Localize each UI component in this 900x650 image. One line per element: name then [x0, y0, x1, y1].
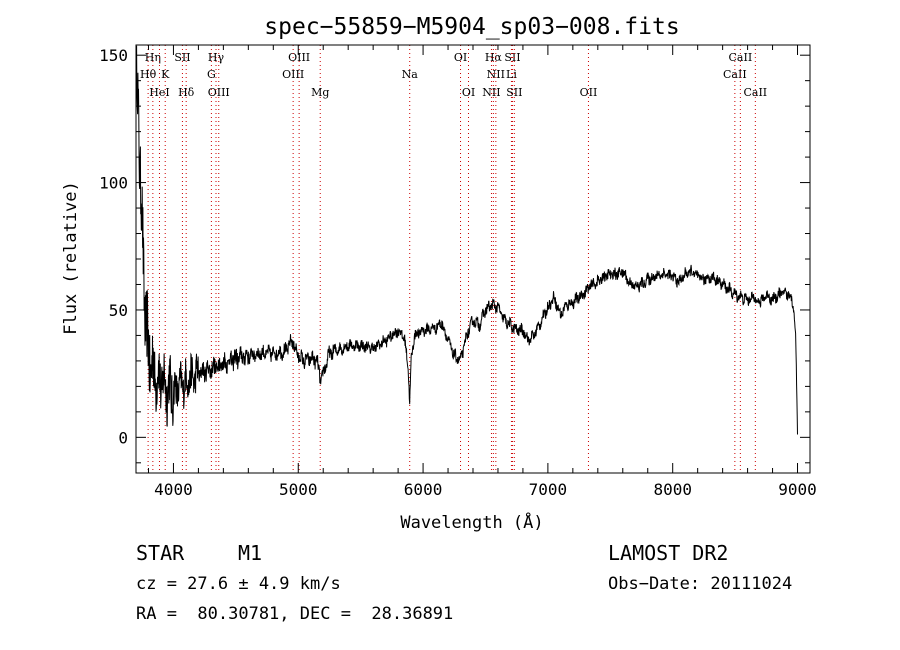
- plot-frame: [135, 44, 811, 474]
- spectral-line-label: CaII: [729, 51, 753, 64]
- redshift-readout: cz = 27.6 ± 4.9 km/s: [136, 574, 341, 594]
- spectral-line-label: OIII: [208, 86, 230, 99]
- spectral-line-label: SII: [174, 51, 190, 64]
- survey-name: LAMOST DR2: [608, 541, 729, 565]
- x-tick-label: 9000: [778, 480, 817, 499]
- spectral-line-label: SII: [504, 51, 520, 64]
- y-tick-label: 0: [118, 428, 128, 447]
- spectral-line-label: HeI: [149, 86, 169, 99]
- spectral-line-label: Hδ: [178, 86, 195, 99]
- spectral-line-label: G: [207, 68, 216, 81]
- y-axis-label: Flux (relative): [61, 181, 81, 335]
- spectrum-line: [135, 45, 798, 435]
- object-subclass: M1: [238, 541, 263, 565]
- y-tick-label: 50: [109, 301, 128, 320]
- spectral-line-label: K: [161, 68, 170, 81]
- coordinates-readout: RA = 80.30781, DEC = 28.36891: [136, 604, 454, 624]
- spectral-line-label: Hα: [485, 51, 503, 64]
- spectral-line-label: OI: [462, 86, 475, 99]
- spectral-line-label: OII: [580, 86, 598, 99]
- x-tick-label: 8000: [653, 480, 692, 499]
- spectral-line-label: NII: [482, 86, 500, 99]
- spectral-line-label: OIII: [282, 68, 304, 81]
- y-tick-label: 100: [99, 174, 128, 193]
- spectral-line-label: SII: [506, 86, 522, 99]
- y-tick-label: 150: [99, 46, 128, 65]
- x-tick-label: 4000: [154, 480, 193, 499]
- spectral-line-label: Hη: [145, 51, 161, 64]
- x-tick-label: 5000: [279, 480, 318, 499]
- spectral-line-label: CaII: [723, 68, 747, 81]
- chart-title: spec−55859−M5904_sp03−008.fits: [264, 14, 679, 40]
- spectral-line-label: Li: [506, 68, 517, 81]
- spectral-line-label: Hγ: [208, 51, 225, 64]
- spectral-line-label: OI: [454, 51, 467, 64]
- x-tick-label: 6000: [404, 480, 443, 499]
- observation-date: Obs−Date: 20111024: [608, 574, 793, 594]
- spectral-line-label: NII: [487, 68, 505, 81]
- object-class: STAR: [136, 541, 185, 565]
- spectral-line-label: Hθ: [140, 68, 157, 81]
- spectral-line-label: OIII: [288, 51, 310, 64]
- x-tick-label: 7000: [529, 480, 568, 499]
- x-axis-label: Wavelength (Å): [400, 511, 543, 533]
- spectral-line-label: Na: [402, 68, 419, 81]
- spectral-line-label: CaII: [743, 86, 767, 99]
- spectral-line-label: Mg: [311, 86, 329, 99]
